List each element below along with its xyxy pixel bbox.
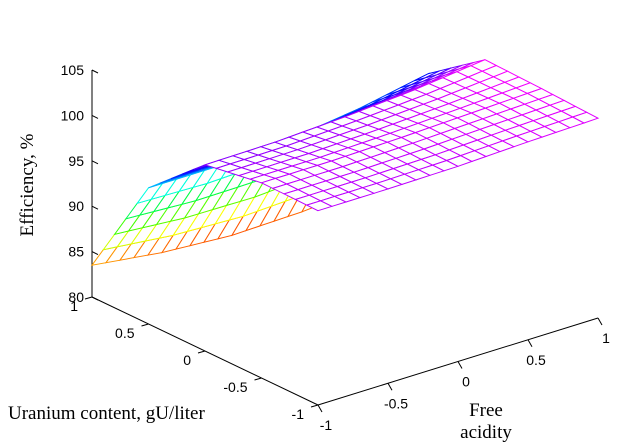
x-axis-label-line2: acidity	[460, 422, 512, 443]
x-tick-label: 1	[602, 330, 610, 346]
z-tick-mark	[91, 69, 99, 74]
z-tick-label: 85	[68, 244, 84, 260]
z-tick-label: 90	[68, 198, 84, 214]
y-tick-mark	[84, 296, 93, 300]
x-axis-label-line1: Free	[469, 400, 503, 421]
z-tick-mark	[91, 251, 99, 256]
tick-labels: 80 85 90 95 100 105 -1 -0.5 0 0.5 1 -1 -0.5 0 0.5 1	[61, 62, 610, 433]
y-tick-label: 1	[70, 298, 78, 314]
z-tick-label: 100	[61, 107, 85, 123]
z-tick-label: 80	[68, 289, 84, 305]
y-tick-mark	[310, 404, 319, 408]
y-tick-mark	[197, 350, 206, 354]
z-axis-label: Efficiency, %	[17, 133, 38, 236]
y-tick-label: 0.5	[115, 325, 135, 341]
z-tick-mark	[91, 296, 99, 301]
y-tick-label: 0	[183, 352, 191, 368]
surface-mesh	[90, 59, 600, 266]
z-tick-mark	[91, 205, 99, 210]
x-tick-label: 0.5	[526, 352, 546, 368]
x-tick-label: -0.5	[384, 395, 408, 411]
z-tick-mark	[91, 160, 99, 165]
x-tick-mark	[317, 404, 323, 413]
surface-cell	[571, 111, 600, 124]
z-tick-mark	[91, 114, 99, 119]
z-tick-label: 105	[61, 62, 85, 78]
z-tick-label: 95	[68, 153, 84, 169]
x-tick-mark	[387, 383, 393, 391]
x-tick-mark	[457, 361, 463, 369]
y-axis-label: Uranium content, gU/liter	[8, 403, 205, 424]
y-tick-mark	[254, 377, 262, 381]
x-tick-label: 0	[462, 374, 470, 390]
y-tick-label: -1	[292, 406, 305, 422]
x-tick-label: -1	[320, 417, 333, 433]
y-tick-mark	[141, 323, 149, 327]
x-tick-mark	[597, 317, 603, 326]
x-tick-mark	[527, 339, 533, 347]
y-tick-label: -0.5	[223, 379, 247, 395]
